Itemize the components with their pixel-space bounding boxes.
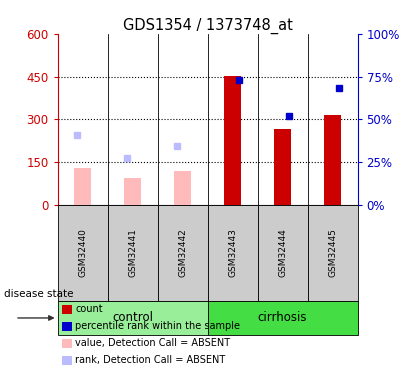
Title: GDS1354 / 1373748_at: GDS1354 / 1373748_at bbox=[122, 18, 293, 34]
Bar bbox=[58, 302, 208, 334]
Bar bbox=[124, 178, 141, 205]
Bar bbox=[157, 34, 208, 205]
Text: GSM32440: GSM32440 bbox=[78, 229, 87, 278]
Bar bbox=[208, 34, 258, 205]
Bar bbox=[58, 34, 108, 205]
Text: disease state: disease state bbox=[4, 290, 74, 299]
Bar bbox=[157, 205, 208, 302]
Text: GSM32444: GSM32444 bbox=[278, 229, 287, 278]
Text: GSM32445: GSM32445 bbox=[328, 229, 337, 278]
Bar bbox=[74, 168, 91, 205]
Bar bbox=[274, 129, 291, 205]
Bar bbox=[208, 302, 358, 334]
Text: GSM32442: GSM32442 bbox=[178, 229, 187, 278]
Bar bbox=[108, 34, 157, 205]
Text: GSM32443: GSM32443 bbox=[228, 229, 237, 278]
Bar bbox=[258, 205, 307, 302]
Bar bbox=[58, 205, 108, 302]
Text: GSM32441: GSM32441 bbox=[128, 229, 137, 278]
Bar bbox=[108, 205, 157, 302]
Bar bbox=[324, 115, 341, 205]
Text: count: count bbox=[75, 304, 103, 314]
Text: rank, Detection Call = ABSENT: rank, Detection Call = ABSENT bbox=[75, 355, 226, 365]
Bar bbox=[224, 76, 241, 205]
Text: cirrhosis: cirrhosis bbox=[258, 312, 307, 324]
Bar bbox=[208, 205, 258, 302]
Bar bbox=[174, 171, 191, 205]
Text: control: control bbox=[112, 312, 153, 324]
Text: percentile rank within the sample: percentile rank within the sample bbox=[75, 321, 240, 331]
Text: value, Detection Call = ABSENT: value, Detection Call = ABSENT bbox=[75, 338, 230, 348]
Bar bbox=[307, 34, 358, 205]
Bar bbox=[258, 34, 307, 205]
Bar bbox=[307, 205, 358, 302]
